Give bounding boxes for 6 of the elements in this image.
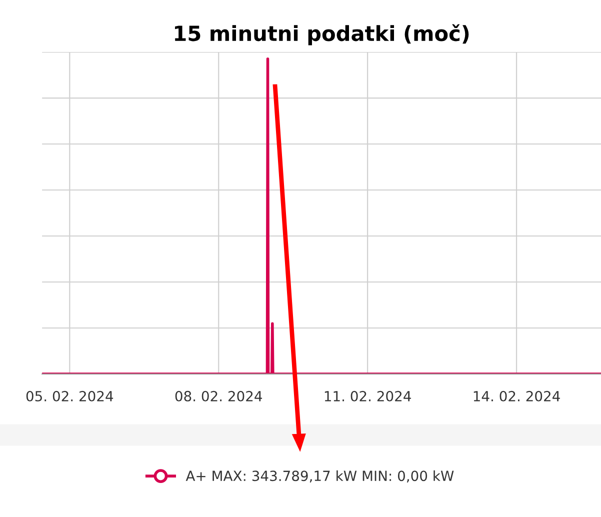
x-tick-label: 05. 02. 2024: [26, 390, 114, 402]
x-tick-label: 08. 02. 2024: [175, 390, 262, 402]
x-tick-label: 14. 02. 2024: [474, 390, 560, 402]
legend-label: A+ MAX: 343.789,17 kW MIN: 0,00 kW: [186, 470, 454, 483]
x-tick-label: 11. 02. 2024: [324, 390, 411, 402]
chart-title: 15 minutni podatki (moč): [175, 24, 469, 46]
